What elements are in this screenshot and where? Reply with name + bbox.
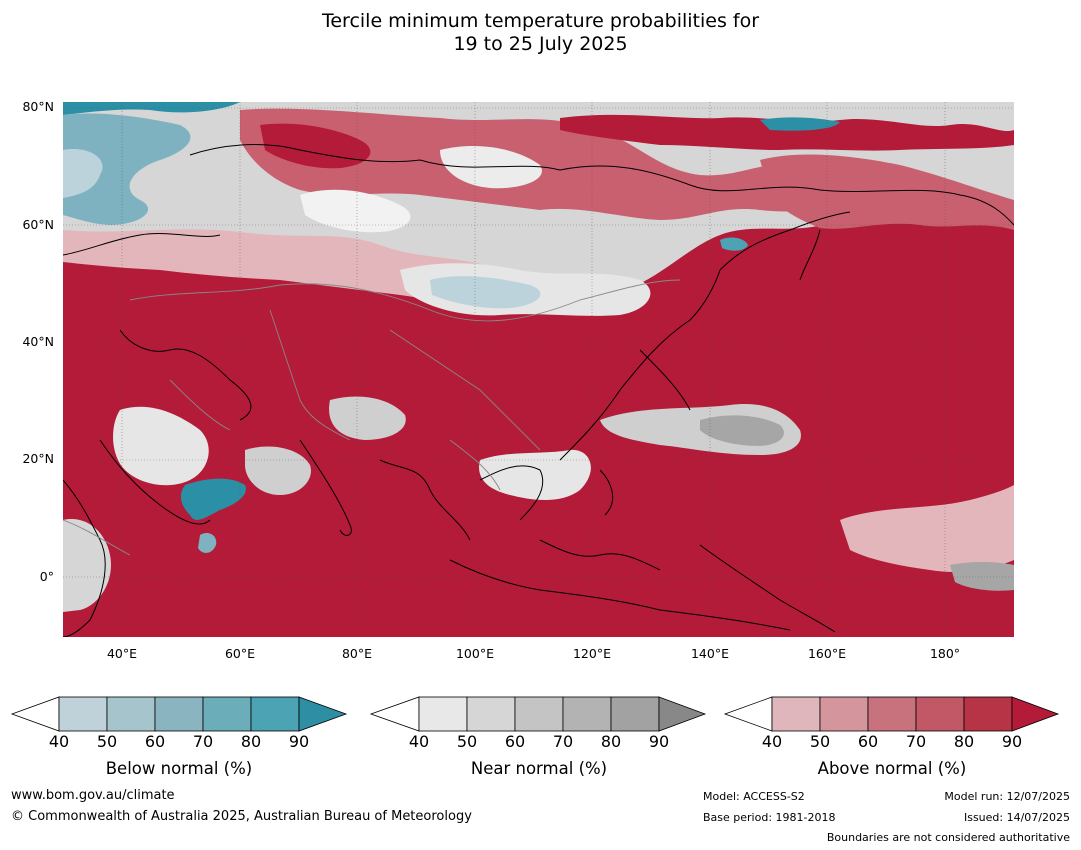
region-south-pacific-near-normal [840,485,1014,572]
colorbar-near-swatch-4 [562,696,612,732]
region-okhotsk-below-normal [720,237,748,251]
colorbar-above-tick-80: 80 [953,732,975,751]
region-north-above-90 [260,123,371,169]
footer-issued: Issued: 14/07/2025 [963,811,1070,824]
colorbar-below-swatch-4 [202,696,252,732]
footer-model: Model: ACCESS-S2 [703,790,805,803]
colorbar-below-extend-low [10,696,60,732]
colorbar-above-tick-70: 70 [905,732,927,751]
chart-title-line-1: Tercile minimum temperature probabilitie… [321,10,760,32]
colorbar-below-tick-60: 60 [144,732,166,751]
colorbar-above-tick-50: 50 [809,732,831,751]
colorbar-near-tick-80: 80 [600,732,622,751]
lon-label-160e: 160°E [807,646,846,661]
region-near-normal-light-1 [300,189,411,233]
colorbar-below-swatch-3 [154,696,204,732]
lat-label-40n: 40°N [22,334,54,349]
colorbar-near-swatch-1 [418,696,468,732]
colorbar-near-extend-high [658,696,707,732]
colorbar-near-label: Near normal (%) [470,759,608,778]
colorbar-above-swatch-3 [867,696,917,732]
footer-website-link[interactable]: www.bom.gov.au/climate [11,788,175,803]
colorbar-below-tick-90: 90 [288,732,310,751]
colorbar-near-swatch-2 [466,696,516,732]
colorbar-above-extend-high [1011,696,1060,732]
colorbar-below-label: Below normal (%) [105,759,253,778]
lon-label-60e: 60°E [224,646,256,661]
lat-label-80n: 80°N [22,99,54,114]
region-europe-below-normal-dark [63,102,240,115]
lon-label-100e: 100°E [455,646,494,661]
lon-label-140e: 140°E [690,646,729,661]
colorbar-near-normal [369,696,707,732]
colorbar-near-swatch-5 [610,696,660,732]
region-arabia-near-normal [113,406,209,486]
colorbar-below-tick-50: 50 [96,732,118,751]
colorbar-near-extend-low [369,696,420,732]
region-arctic-below-normal [760,117,840,131]
lat-label-60n: 60°N [22,217,54,232]
chart-title-line-2: 19 to 25 July 2025 [453,33,628,55]
region-arabian-sea-below-light [198,533,217,553]
region-arabian-sea-below-normal [180,478,246,520]
lon-label-40e: 40°E [106,646,138,661]
colorbar-below-swatch-5 [250,696,300,732]
lat-label-20n: 20°N [22,451,54,466]
region-east-africa-near-normal [63,519,111,612]
colorbar-above-swatch-4 [915,696,965,732]
footer-model-run: Model run: 12/07/2025 [944,790,1070,803]
graticule [63,102,1014,637]
colorbar-near-tick-50: 50 [456,732,478,751]
colorbar-above-swatch-5 [963,696,1013,732]
lon-label-80e: 80°E [341,646,373,661]
lon-label-120e: 120°E [572,646,611,661]
country-borders [63,279,681,556]
region-pacific-near-normal-dark [700,415,784,446]
colorbar-below-normal [10,696,348,732]
colorbar-below-tick-70: 70 [192,732,214,751]
region-mongolia-below-normal [430,276,541,309]
footer-disclaimer: Boundaries are not considered authoritat… [826,831,1070,844]
region-east-siberia-above-70 [760,154,1014,230]
colorbar-above-tick-90: 90 [1001,732,1023,751]
lon-label-180: 180° [929,646,961,661]
region-arctic-above-90 [560,114,1014,151]
colorbar-below-tick-40: 40 [48,732,70,751]
region-scandinavia-below-light [63,149,103,198]
colorbar-above-normal [723,696,1060,732]
colorbar-above-tick-40: 40 [761,732,783,751]
colorbar-above-extend-low [723,696,773,732]
colorbar-above-label: Above normal (%) [817,759,967,778]
colorbar-near-tick-90: 90 [648,732,670,751]
colorbar-above-swatch-2 [819,696,869,732]
colorbar-below-tick-80: 80 [240,732,262,751]
colorbar-near-tick-60: 60 [504,732,526,751]
footer-base-period: Base period: 1981-2018 [703,811,836,824]
lat-label-0: 0° [39,569,54,584]
probability-map [63,102,1014,637]
colorbar-below-swatch-1 [58,696,108,732]
colorbar-above-swatch-1 [771,696,821,732]
colorbar-above-tick-60: 60 [857,732,879,751]
region-south-pacific-near-dark [950,561,1014,591]
colorbar-near-tick-40: 40 [408,732,430,751]
region-north-above-70 [240,108,880,220]
colorbar-below-swatch-2 [106,696,156,732]
colorbar-near-tick-70: 70 [552,732,574,751]
coastlines [63,144,1014,637]
region-scandinavia-below-normal [63,113,191,225]
footer-copyright: © Commonwealth of Australia 2025, Austra… [11,809,472,824]
region-tibet-near-normal [329,396,406,440]
region-indochina-near-normal [479,449,591,500]
colorbar-below-extend-high [298,696,348,732]
colorbar-near-swatch-3 [514,696,564,732]
region-india-near-normal [245,446,311,495]
